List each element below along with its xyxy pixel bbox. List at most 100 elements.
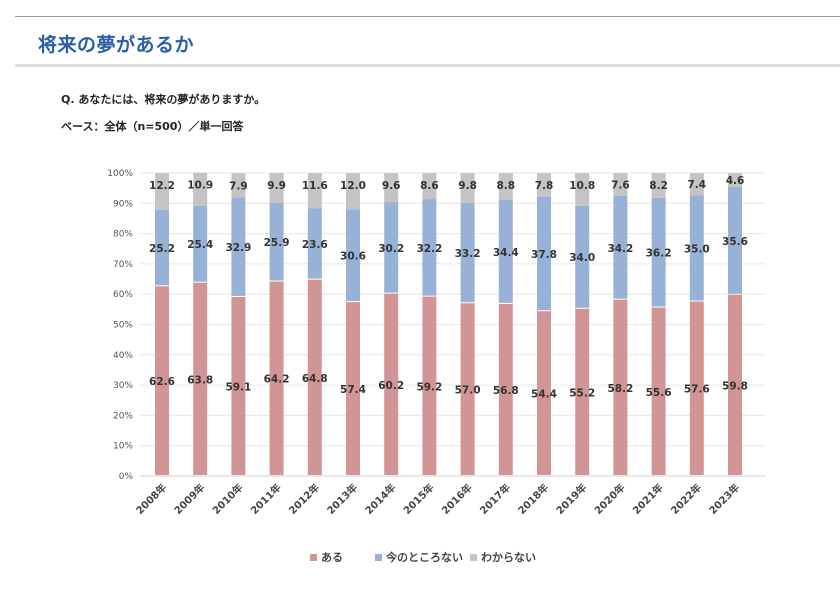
y-tick-label: 80% bbox=[113, 230, 133, 240]
x-tick-label: 2014年 bbox=[362, 481, 398, 517]
bar-segment-aru bbox=[689, 301, 704, 475]
legend: ある 今のところない わからない bbox=[310, 550, 536, 564]
data-label: 37.8 bbox=[531, 249, 557, 261]
data-label: 12.0 bbox=[340, 180, 366, 192]
y-tick-label: 70% bbox=[113, 260, 133, 270]
bar-segment-aru bbox=[346, 302, 360, 475]
bar-segment-aru bbox=[307, 279, 322, 475]
data-label: 58.2 bbox=[607, 383, 633, 395]
data-label: 25.9 bbox=[264, 237, 290, 249]
bar-segment-wakaranai bbox=[460, 173, 475, 203]
data-label: 7.9 bbox=[229, 180, 248, 192]
bar-segment-aru bbox=[460, 303, 475, 475]
bar-segment-wakaranai bbox=[231, 173, 246, 198]
data-label: 55.6 bbox=[646, 387, 672, 399]
data-label: 8.8 bbox=[496, 180, 515, 192]
data-label: 62.6 bbox=[149, 376, 175, 388]
data-label: 60.2 bbox=[378, 380, 404, 392]
bar-segment-imanotokoronai bbox=[193, 205, 208, 282]
y-axis: 0% 10% 20% 30% 40% 50% 60% 70% 80% 90% 100% bbox=[107, 169, 133, 482]
data-label: 7.6 bbox=[611, 180, 630, 192]
bar-segment-wakaranai bbox=[498, 173, 513, 200]
data-label: 64.2 bbox=[264, 374, 290, 386]
data-label: 59.2 bbox=[416, 381, 442, 393]
bar-segment-imanotokoronai bbox=[613, 196, 628, 299]
data-label: 8.6 bbox=[420, 180, 439, 192]
data-label: 34.2 bbox=[607, 243, 633, 255]
bar-segment-wakaranai bbox=[155, 173, 169, 210]
data-label: 34.4 bbox=[493, 247, 519, 259]
data-label: 35.6 bbox=[722, 236, 748, 248]
survey-question: Q. あなたには、将来の夢がありますか。 bbox=[61, 93, 266, 106]
data-label: 34.0 bbox=[569, 252, 595, 264]
data-label: 32.2 bbox=[416, 243, 442, 255]
bar-segment-imanotokoronai bbox=[498, 199, 513, 303]
bar-segment-imanotokoronai bbox=[728, 186, 742, 294]
data-label: 33.2 bbox=[455, 248, 481, 260]
data-label: 25.4 bbox=[187, 239, 213, 251]
y-tick-label: 100% bbox=[107, 169, 133, 179]
data-label: 7.4 bbox=[687, 179, 706, 191]
bar-segment-aru bbox=[613, 299, 628, 475]
bar-segment-wakaranai bbox=[575, 173, 590, 206]
data-label: 30.6 bbox=[340, 251, 366, 263]
x-tick-label: 2019年 bbox=[553, 481, 589, 517]
bar-segment-imanotokoronai bbox=[651, 197, 666, 307]
data-label: 59.1 bbox=[225, 381, 251, 393]
data-label: 63.8 bbox=[187, 374, 213, 386]
x-tick-label: 2018年 bbox=[515, 481, 551, 517]
bar-segment-aru bbox=[537, 311, 551, 475]
y-tick-label: 30% bbox=[113, 381, 133, 391]
bar-segment-aru bbox=[651, 307, 666, 475]
x-tick-label: 2016年 bbox=[439, 481, 475, 517]
data-label: 8.2 bbox=[649, 180, 668, 192]
data-label: 9.8 bbox=[458, 180, 477, 192]
y-tick-label: 20% bbox=[113, 411, 133, 421]
x-tick-label: 2015年 bbox=[401, 481, 437, 517]
bar-segment-wakaranai bbox=[728, 173, 742, 187]
x-tick-label: 2017年 bbox=[477, 481, 513, 517]
data-label: 36.2 bbox=[646, 248, 672, 260]
data-label: 12.2 bbox=[149, 180, 175, 192]
data-label: 25.2 bbox=[149, 243, 175, 255]
x-axis: 2008年 2009年 2010年 2011年 2012年 2013年 2014年 2015年… bbox=[133, 481, 742, 517]
data-label: 64.8 bbox=[302, 373, 328, 385]
bar-segment-wakaranai bbox=[689, 173, 704, 196]
bar-segment-wakaranai bbox=[307, 173, 322, 209]
legend-swatch-aru bbox=[310, 554, 317, 561]
bar-segment-wakaranai bbox=[651, 173, 666, 198]
x-tick-label: 2023年 bbox=[706, 481, 742, 517]
legend-swatch-wakaranai bbox=[470, 554, 477, 561]
bar-segment-wakaranai bbox=[613, 173, 628, 197]
bar-segment-aru bbox=[231, 296, 246, 475]
data-label: 55.2 bbox=[569, 387, 595, 399]
legend-label-imanotokoronai: 今のところない bbox=[385, 550, 463, 564]
data-label: 10.9 bbox=[187, 180, 213, 192]
bars bbox=[155, 172, 742, 475]
data-label: 9.6 bbox=[382, 180, 401, 192]
x-tick-label: 2010年 bbox=[210, 481, 246, 517]
data-label: 56.8 bbox=[493, 385, 519, 397]
data-labels: 62.6 25.2 12.2 63.8 25.4 10.9 59.1 32.9 7.9 64.2 2… bbox=[149, 175, 748, 401]
bar-segment-aru bbox=[575, 308, 590, 475]
legend-swatch-imanotokoronai bbox=[375, 554, 382, 561]
data-label: 10.8 bbox=[569, 180, 595, 192]
data-label: 30.2 bbox=[378, 243, 404, 255]
bar-segment-wakaranai bbox=[193, 172, 208, 206]
bar-segment-aru bbox=[422, 296, 437, 475]
bar-segment-aru bbox=[269, 281, 284, 475]
data-label: 54.4 bbox=[531, 389, 557, 401]
y-tick-label: 90% bbox=[113, 199, 133, 209]
y-tick-label: 60% bbox=[113, 290, 133, 300]
data-label: 11.6 bbox=[302, 180, 328, 192]
title-divider bbox=[15, 64, 840, 67]
legend-label-wakaranai: わからない bbox=[481, 551, 536, 564]
y-tick-label: 0% bbox=[119, 472, 134, 482]
bar-segment-imanotokoronai bbox=[689, 195, 704, 301]
page-title: 将来の夢があるか bbox=[38, 34, 195, 56]
y-tick-label: 50% bbox=[113, 321, 133, 331]
x-tick-label: 2022年 bbox=[668, 481, 704, 517]
bar-segment-wakaranai bbox=[537, 173, 551, 197]
y-tick-label: 10% bbox=[113, 442, 133, 452]
